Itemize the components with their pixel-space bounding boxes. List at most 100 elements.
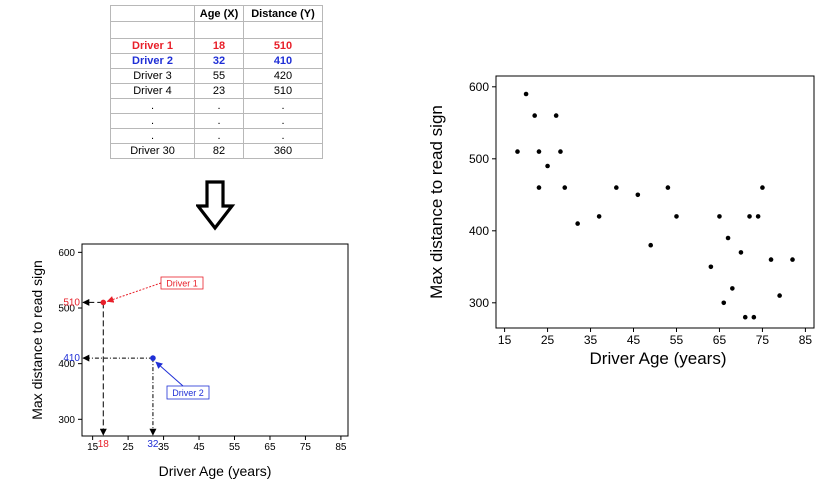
cell-driver: .: [110, 98, 195, 114]
large-scatter-chart: 15 25 35 45 55 65 75 85 300 400 500 600 Driver Age…: [427, 75, 815, 368]
data-point: [648, 242, 654, 248]
cell-age: .: [194, 113, 244, 129]
cell-driver: Driver 2: [110, 53, 195, 69]
cell-distance: 420: [243, 68, 323, 84]
cell-age: 18: [194, 38, 244, 54]
table-row: Driver 1 18 510: [110, 38, 323, 54]
table-row: . . .: [110, 113, 323, 129]
x-axis-label: Driver Age (years): [159, 463, 272, 479]
driver2-callout-box: [166, 385, 210, 400]
table-row: . . .: [110, 98, 323, 114]
x-tick-label: 65: [264, 442, 276, 453]
cell-distance: .: [243, 128, 323, 144]
cell-driver: .: [110, 128, 195, 144]
x-tick-label: 45: [627, 333, 641, 347]
data-point: [725, 235, 731, 241]
cell-age: 32: [194, 53, 244, 69]
cell-distance: 410: [243, 53, 323, 69]
cell-driver: Driver 30: [110, 143, 195, 159]
y-axis-label: Max distance to read sign: [427, 105, 446, 299]
x-tick-label: 25: [541, 333, 555, 347]
data-point: [523, 91, 529, 97]
driver2-distance-label: 410: [63, 353, 80, 364]
data-point: [721, 300, 727, 306]
cell-distance: 510: [243, 38, 323, 54]
data-point: [674, 214, 679, 219]
cell-driver: Driver 1: [110, 38, 195, 54]
data-point: [708, 264, 714, 270]
down-arrow-icon: [196, 180, 236, 231]
table-row: Driver 30 82 360: [110, 143, 323, 159]
x-tick-label: 75: [300, 442, 312, 453]
y-tick-label: 400: [469, 224, 489, 238]
data-point: [751, 314, 757, 320]
data-point: [730, 286, 735, 291]
cell-driver: .: [110, 113, 195, 129]
y-tick-label: 500: [469, 152, 489, 166]
cell-distance: 360: [243, 143, 323, 159]
cell-driver: Driver 4: [110, 83, 195, 99]
header-driver: [110, 5, 195, 22]
data-point: [755, 214, 761, 219]
y-tick-label: 600: [58, 248, 75, 259]
plot-frame: [495, 75, 815, 329]
data-point: [575, 221, 580, 226]
table-row: Driver 2 32 410: [110, 53, 323, 69]
cell-age: .: [194, 128, 244, 144]
cell-age: .: [194, 98, 244, 114]
data-point: [545, 163, 550, 169]
header-age: Age (X): [194, 5, 244, 22]
driver2-callout-arrow: [155, 361, 184, 387]
data-point: [562, 185, 568, 190]
data-point: [790, 257, 795, 262]
x-tick-label: 55: [670, 333, 684, 347]
y-tick-label: 300: [469, 296, 489, 310]
cell-distance: 510: [243, 83, 323, 99]
small-scatter-chart: 15 25 35 45 55 65 75 85 300 400 500 600 510 410 18 32…: [29, 243, 349, 479]
y-axis-label: Max distance to read sign: [29, 260, 45, 420]
data-point: [768, 257, 774, 262]
x-tick-label: 35: [158, 442, 170, 453]
y-tick-label: 600: [469, 80, 489, 94]
x-tick-label: 75: [756, 333, 770, 347]
data-point: [596, 214, 602, 219]
cell-age: 23: [194, 83, 244, 99]
y-tick-label: 400: [58, 359, 75, 370]
cell-distance: .: [243, 98, 323, 114]
data-point: [536, 185, 542, 190]
cell-age: 82: [194, 143, 244, 159]
driver2-point: [150, 355, 156, 361]
x-tick-label: 85: [335, 442, 347, 453]
driver1-age-label: 18: [98, 439, 110, 450]
table-spacer-row: [110, 21, 323, 39]
data-point: [665, 185, 671, 190]
x-tick-label: 15: [87, 442, 99, 453]
data-point: [717, 214, 722, 219]
x-tick-label: 15: [498, 333, 512, 347]
driver1-callout-label: Driver 1: [166, 279, 198, 289]
x-tick-label: 25: [123, 442, 135, 453]
driver1-callout-arrow: [106, 282, 162, 303]
table-header-row: Age (X) Distance (Y): [110, 5, 323, 22]
x-tick-label: 35: [584, 333, 598, 347]
data-table: Age (X) Distance (Y) Driver 1 18 510 Dri…: [110, 5, 323, 159]
driver2-callout-label: Driver 2: [172, 388, 204, 398]
x-tick-label: 45: [193, 442, 205, 453]
driver1-point: [100, 299, 107, 306]
cell-distance: .: [243, 113, 323, 129]
cell-driver: Driver 3: [110, 68, 195, 84]
data-point: [742, 314, 748, 320]
table-row: Driver 4 23 510: [110, 83, 323, 99]
data-point: [536, 149, 542, 154]
x-tick-label: 85: [799, 333, 813, 347]
y-tick-label: 500: [58, 304, 75, 315]
data-point: [747, 214, 752, 219]
data-point: [777, 293, 782, 298]
data-point: [558, 149, 563, 154]
y-tick-label: 300: [58, 415, 75, 426]
table-row: . . .: [110, 128, 323, 144]
data-point: [738, 250, 744, 255]
data-point: [760, 185, 765, 190]
plot-frame: [81, 243, 349, 437]
driver2-age-label: 32: [147, 439, 159, 450]
